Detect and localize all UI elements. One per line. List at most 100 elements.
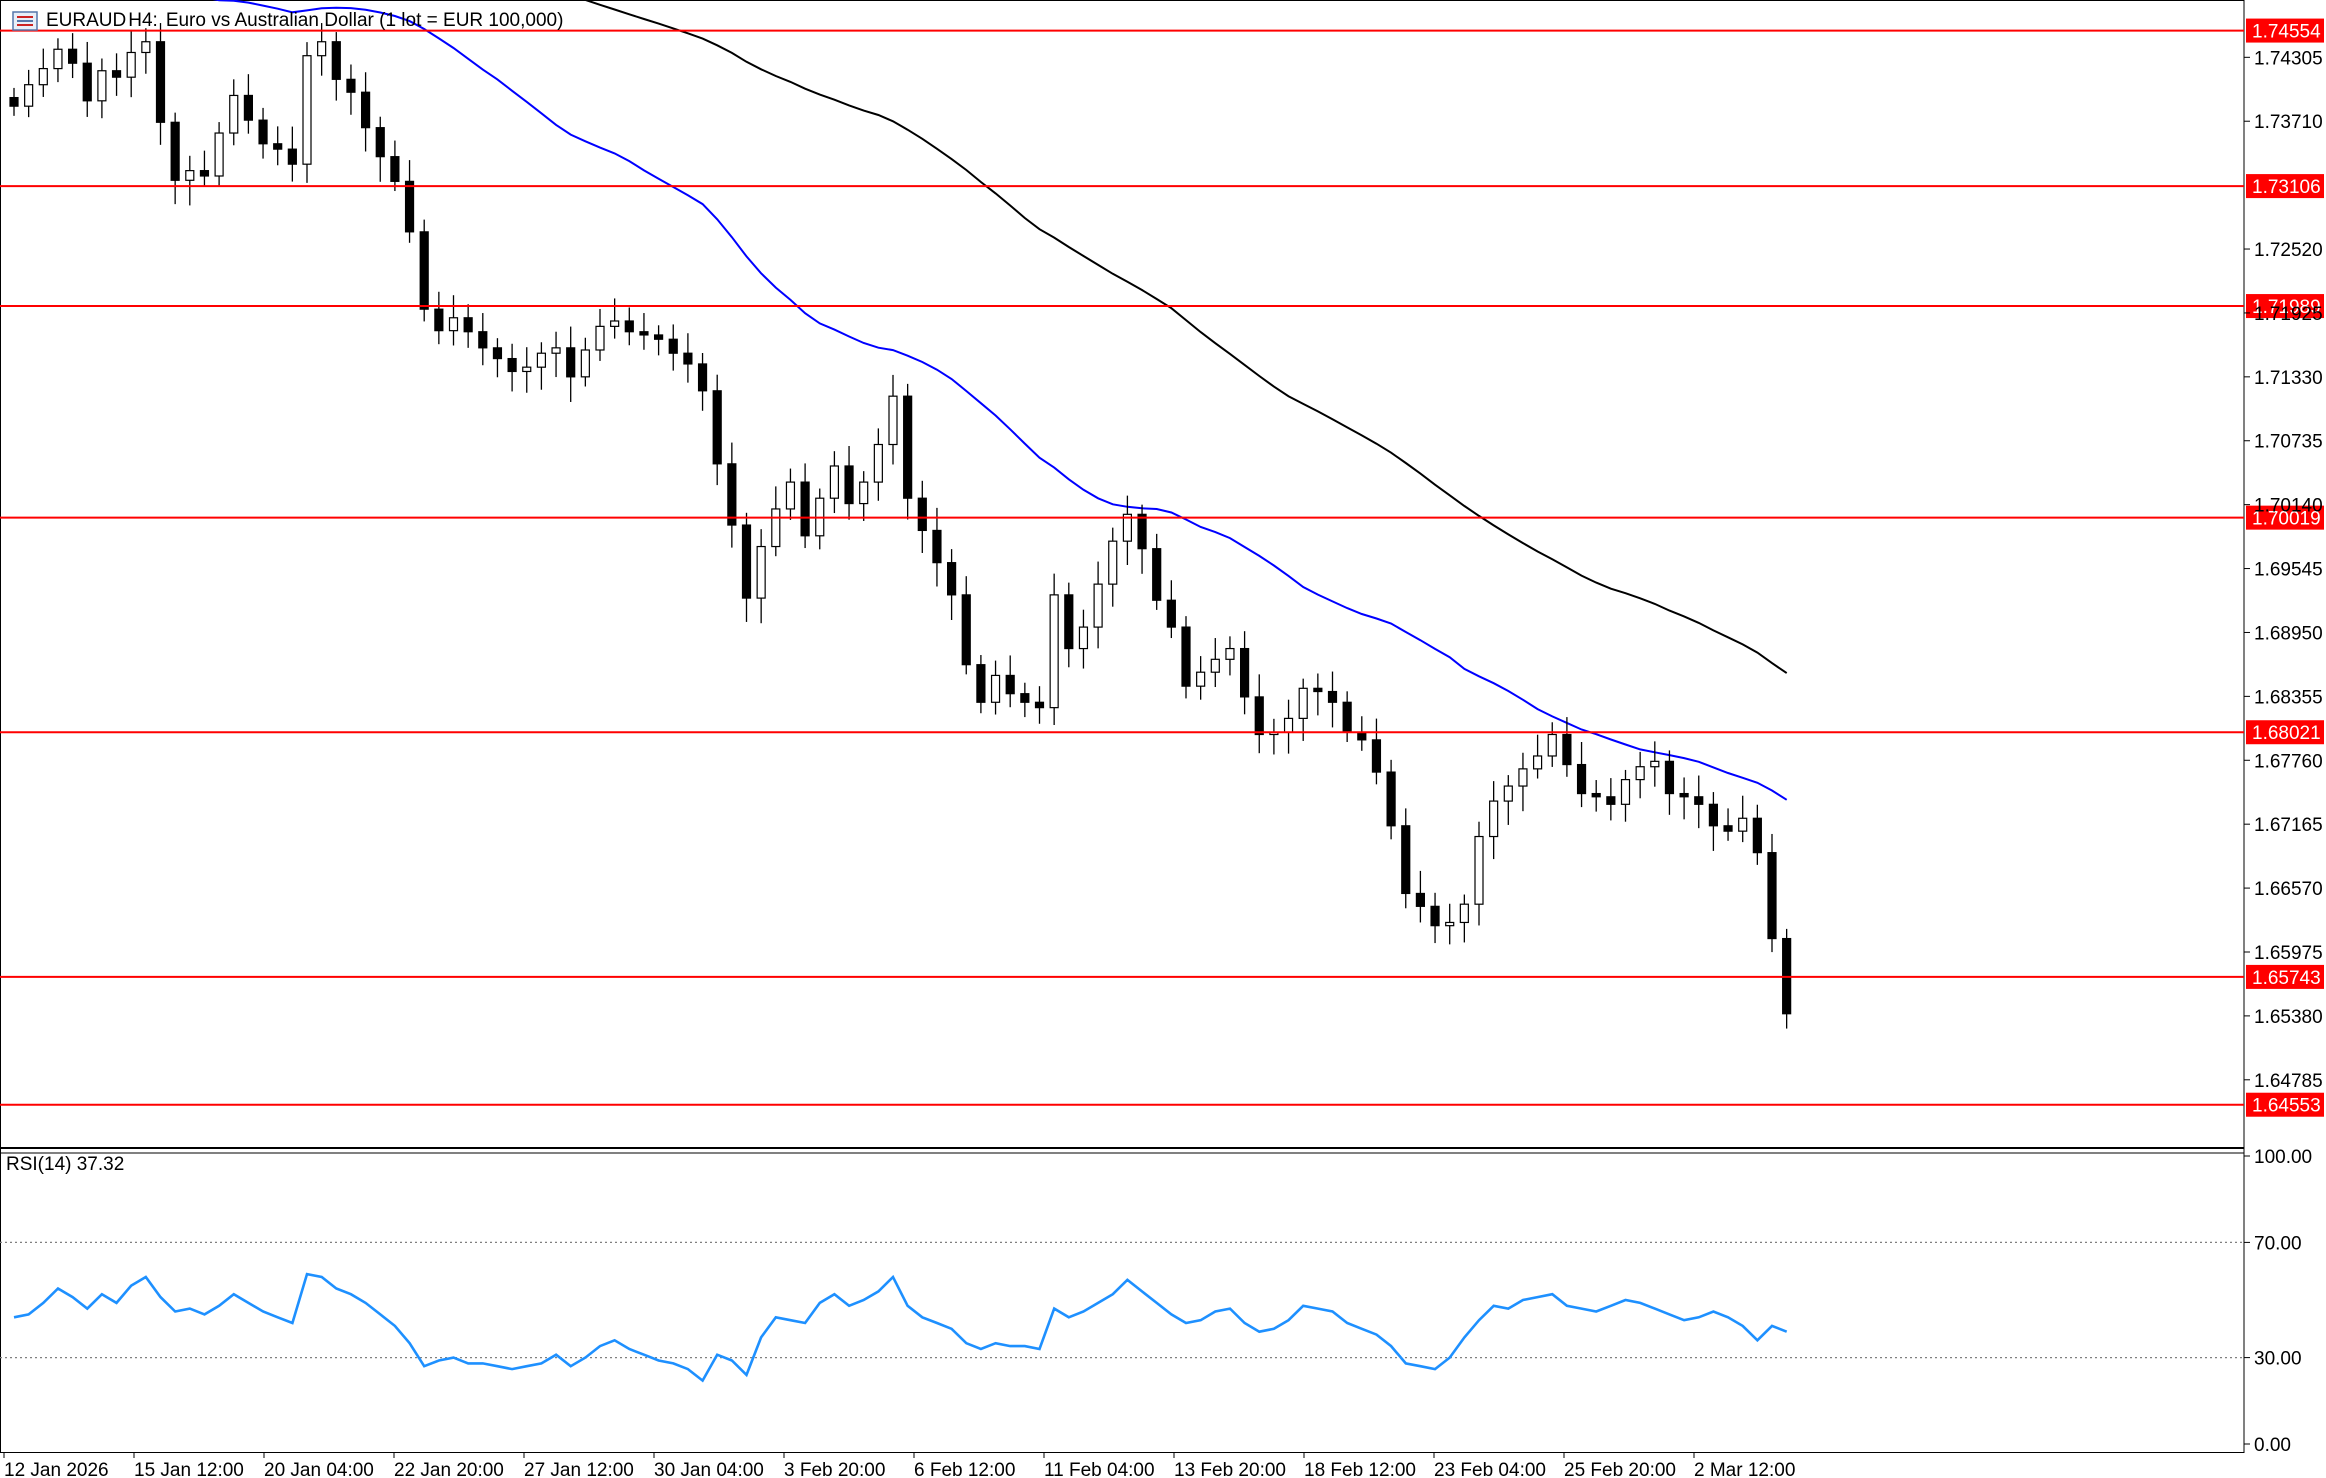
candle	[492, 338, 503, 378]
candle-body	[653, 334, 664, 340]
candle	[273, 126, 283, 166]
candle	[1489, 781, 1499, 860]
candle	[522, 347, 532, 393]
candle	[1049, 573, 1059, 726]
candle	[419, 219, 429, 322]
candle	[624, 307, 634, 346]
candle	[390, 140, 400, 192]
price-level-6[interactable]: 1.65743	[0, 964, 2324, 989]
price-level-1[interactable]: 1.74554	[0, 18, 2324, 43]
candle	[185, 155, 195, 206]
candle-body	[551, 347, 561, 354]
candle	[903, 383, 913, 520]
candle-body	[9, 96, 19, 107]
candle-body	[1005, 674, 1015, 695]
candle-body	[1283, 717, 1294, 733]
candle-body	[375, 127, 385, 158]
price-tick-label: 1.70735	[2254, 432, 2323, 453]
symbol-label: EURAUD	[46, 10, 127, 31]
candle	[1210, 638, 1220, 688]
price-tick-label: 1.67165	[2254, 815, 2323, 836]
candle	[404, 160, 415, 243]
candle-body	[1635, 766, 1645, 781]
time-tick-label: 6 Feb 12:00	[914, 1460, 1015, 1478]
candle-body	[741, 524, 752, 599]
candle	[1679, 777, 1689, 820]
candle	[1430, 892, 1440, 944]
price-levels[interactable]: 1.74554 1.73106 1.71989 1.70019 1.68021 1.657…	[0, 18, 2324, 1117]
candle-body	[1430, 905, 1440, 927]
price-level-4[interactable]: 1.70019	[0, 505, 2324, 530]
candle-body	[1679, 792, 1689, 798]
candle-body	[1357, 731, 1367, 741]
candle	[1532, 734, 1543, 779]
candle	[1474, 821, 1484, 926]
candle	[199, 150, 210, 186]
candle	[566, 326, 576, 402]
candle	[1166, 580, 1176, 639]
candle-body	[287, 148, 297, 165]
candle-body	[1342, 701, 1352, 733]
timeframe-label: H4:	[128, 10, 158, 31]
price-level-7[interactable]: 1.64553	[0, 1092, 2324, 1117]
candle-body	[756, 545, 766, 599]
candle	[1620, 769, 1631, 822]
chart-frame	[0, 0, 2245, 1453]
candle-body	[434, 308, 444, 332]
candle-body	[419, 231, 429, 310]
candle	[771, 486, 781, 557]
candle-body	[961, 594, 971, 666]
candle-body	[1239, 647, 1250, 698]
candle	[610, 298, 620, 339]
candle-body	[67, 48, 78, 64]
candle	[976, 655, 986, 714]
candle-body	[976, 664, 986, 703]
candle-body	[1386, 771, 1396, 827]
candle-body	[331, 41, 341, 80]
candle	[1327, 671, 1338, 728]
candle	[1078, 609, 1089, 669]
candle	[24, 69, 34, 118]
candle-body	[1738, 817, 1748, 832]
price-tick-label: 1.64785	[2254, 1071, 2323, 1092]
candle	[448, 295, 459, 346]
candle	[536, 342, 547, 390]
price-level-5[interactable]: 1.68021	[0, 720, 2324, 745]
candle	[38, 48, 48, 97]
candle	[756, 529, 766, 624]
candle	[1547, 722, 1557, 767]
candle-body	[478, 331, 488, 349]
candle-body	[1547, 733, 1557, 757]
candle	[829, 451, 840, 514]
chart-border	[0, 0, 2245, 1453]
candle-body	[1093, 583, 1103, 628]
candle-body	[1254, 696, 1264, 736]
candle	[229, 79, 239, 146]
candle-body	[1196, 671, 1206, 687]
candle-body	[1606, 796, 1616, 805]
candle-body	[155, 41, 166, 123]
candle-body	[785, 481, 796, 510]
candle-body	[1489, 800, 1499, 838]
candle-body	[800, 481, 810, 537]
candle	[1122, 495, 1133, 566]
candle	[1576, 742, 1587, 808]
price-level-2[interactable]: 1.73106	[0, 174, 2324, 199]
candle-body	[610, 320, 620, 327]
candle	[1459, 894, 1469, 943]
price-level-3[interactable]: 1.71989	[0, 294, 2324, 319]
candle	[67, 33, 78, 79]
candle	[361, 72, 371, 152]
price-tick-label: 1.72520	[2254, 240, 2323, 261]
candle-body	[712, 390, 722, 465]
candle-body	[522, 366, 532, 373]
candles	[9, 23, 1792, 1029]
candle	[1181, 616, 1191, 699]
candle-body	[1401, 825, 1411, 895]
candle	[1239, 631, 1250, 715]
price-level-label: 1.68021	[2252, 723, 2321, 744]
candle-body	[771, 508, 781, 548]
time-tick-label: 2 Mar 12:00	[1694, 1460, 1795, 1478]
